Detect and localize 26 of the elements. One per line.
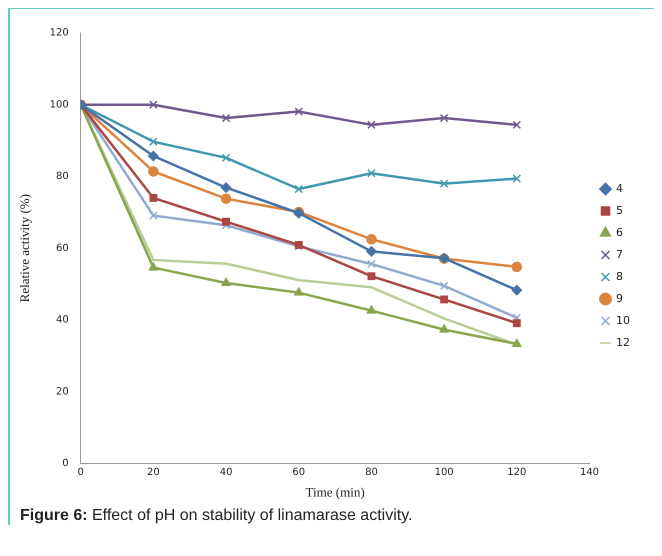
x-tick-label: 20 bbox=[147, 466, 160, 478]
x-tick-label: 80 bbox=[365, 466, 378, 478]
x-tick-label: 140 bbox=[580, 466, 600, 478]
y-tick-label: 100 bbox=[50, 99, 69, 110]
x-tick-label: 40 bbox=[220, 466, 232, 478]
legend-label: 5 bbox=[616, 204, 624, 217]
legend-label: 10 bbox=[616, 314, 630, 327]
legend-label: 7 bbox=[616, 248, 624, 261]
x-tick-label: 120 bbox=[507, 466, 526, 478]
caption: Figure 6: Effect of pH on stability of linamarase activity. bbox=[20, 507, 412, 524]
x-tick-label: 100 bbox=[434, 466, 454, 478]
legend-label: 6 bbox=[616, 226, 624, 239]
legend-label: 12 bbox=[616, 336, 630, 349]
x-tick-label: 0 bbox=[78, 466, 84, 478]
legend-label: 8 bbox=[616, 270, 624, 283]
x-tick-label: 60 bbox=[292, 466, 306, 478]
y-tick-label: 120 bbox=[50, 28, 69, 39]
y-axis-title: Relative activity (%) bbox=[17, 194, 32, 302]
y-tick-label: 40 bbox=[56, 314, 69, 326]
y-tick-label: 20 bbox=[56, 386, 69, 398]
y-tick-label: 0 bbox=[62, 458, 69, 469]
y-tick-label: 80 bbox=[56, 171, 69, 182]
x-axis-title: Time (min) bbox=[306, 484, 365, 500]
legend-label: 9 bbox=[616, 292, 624, 305]
y-tick-label: 60 bbox=[56, 242, 69, 254]
legend-label: 4 bbox=[616, 182, 624, 195]
